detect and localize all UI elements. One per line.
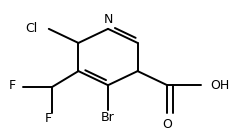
Text: Br: Br bbox=[101, 111, 115, 124]
Text: OH: OH bbox=[210, 79, 229, 92]
Text: F: F bbox=[45, 112, 52, 125]
Text: N: N bbox=[103, 13, 113, 26]
Text: Cl: Cl bbox=[26, 22, 38, 35]
Text: F: F bbox=[8, 79, 15, 92]
Text: O: O bbox=[162, 118, 172, 131]
